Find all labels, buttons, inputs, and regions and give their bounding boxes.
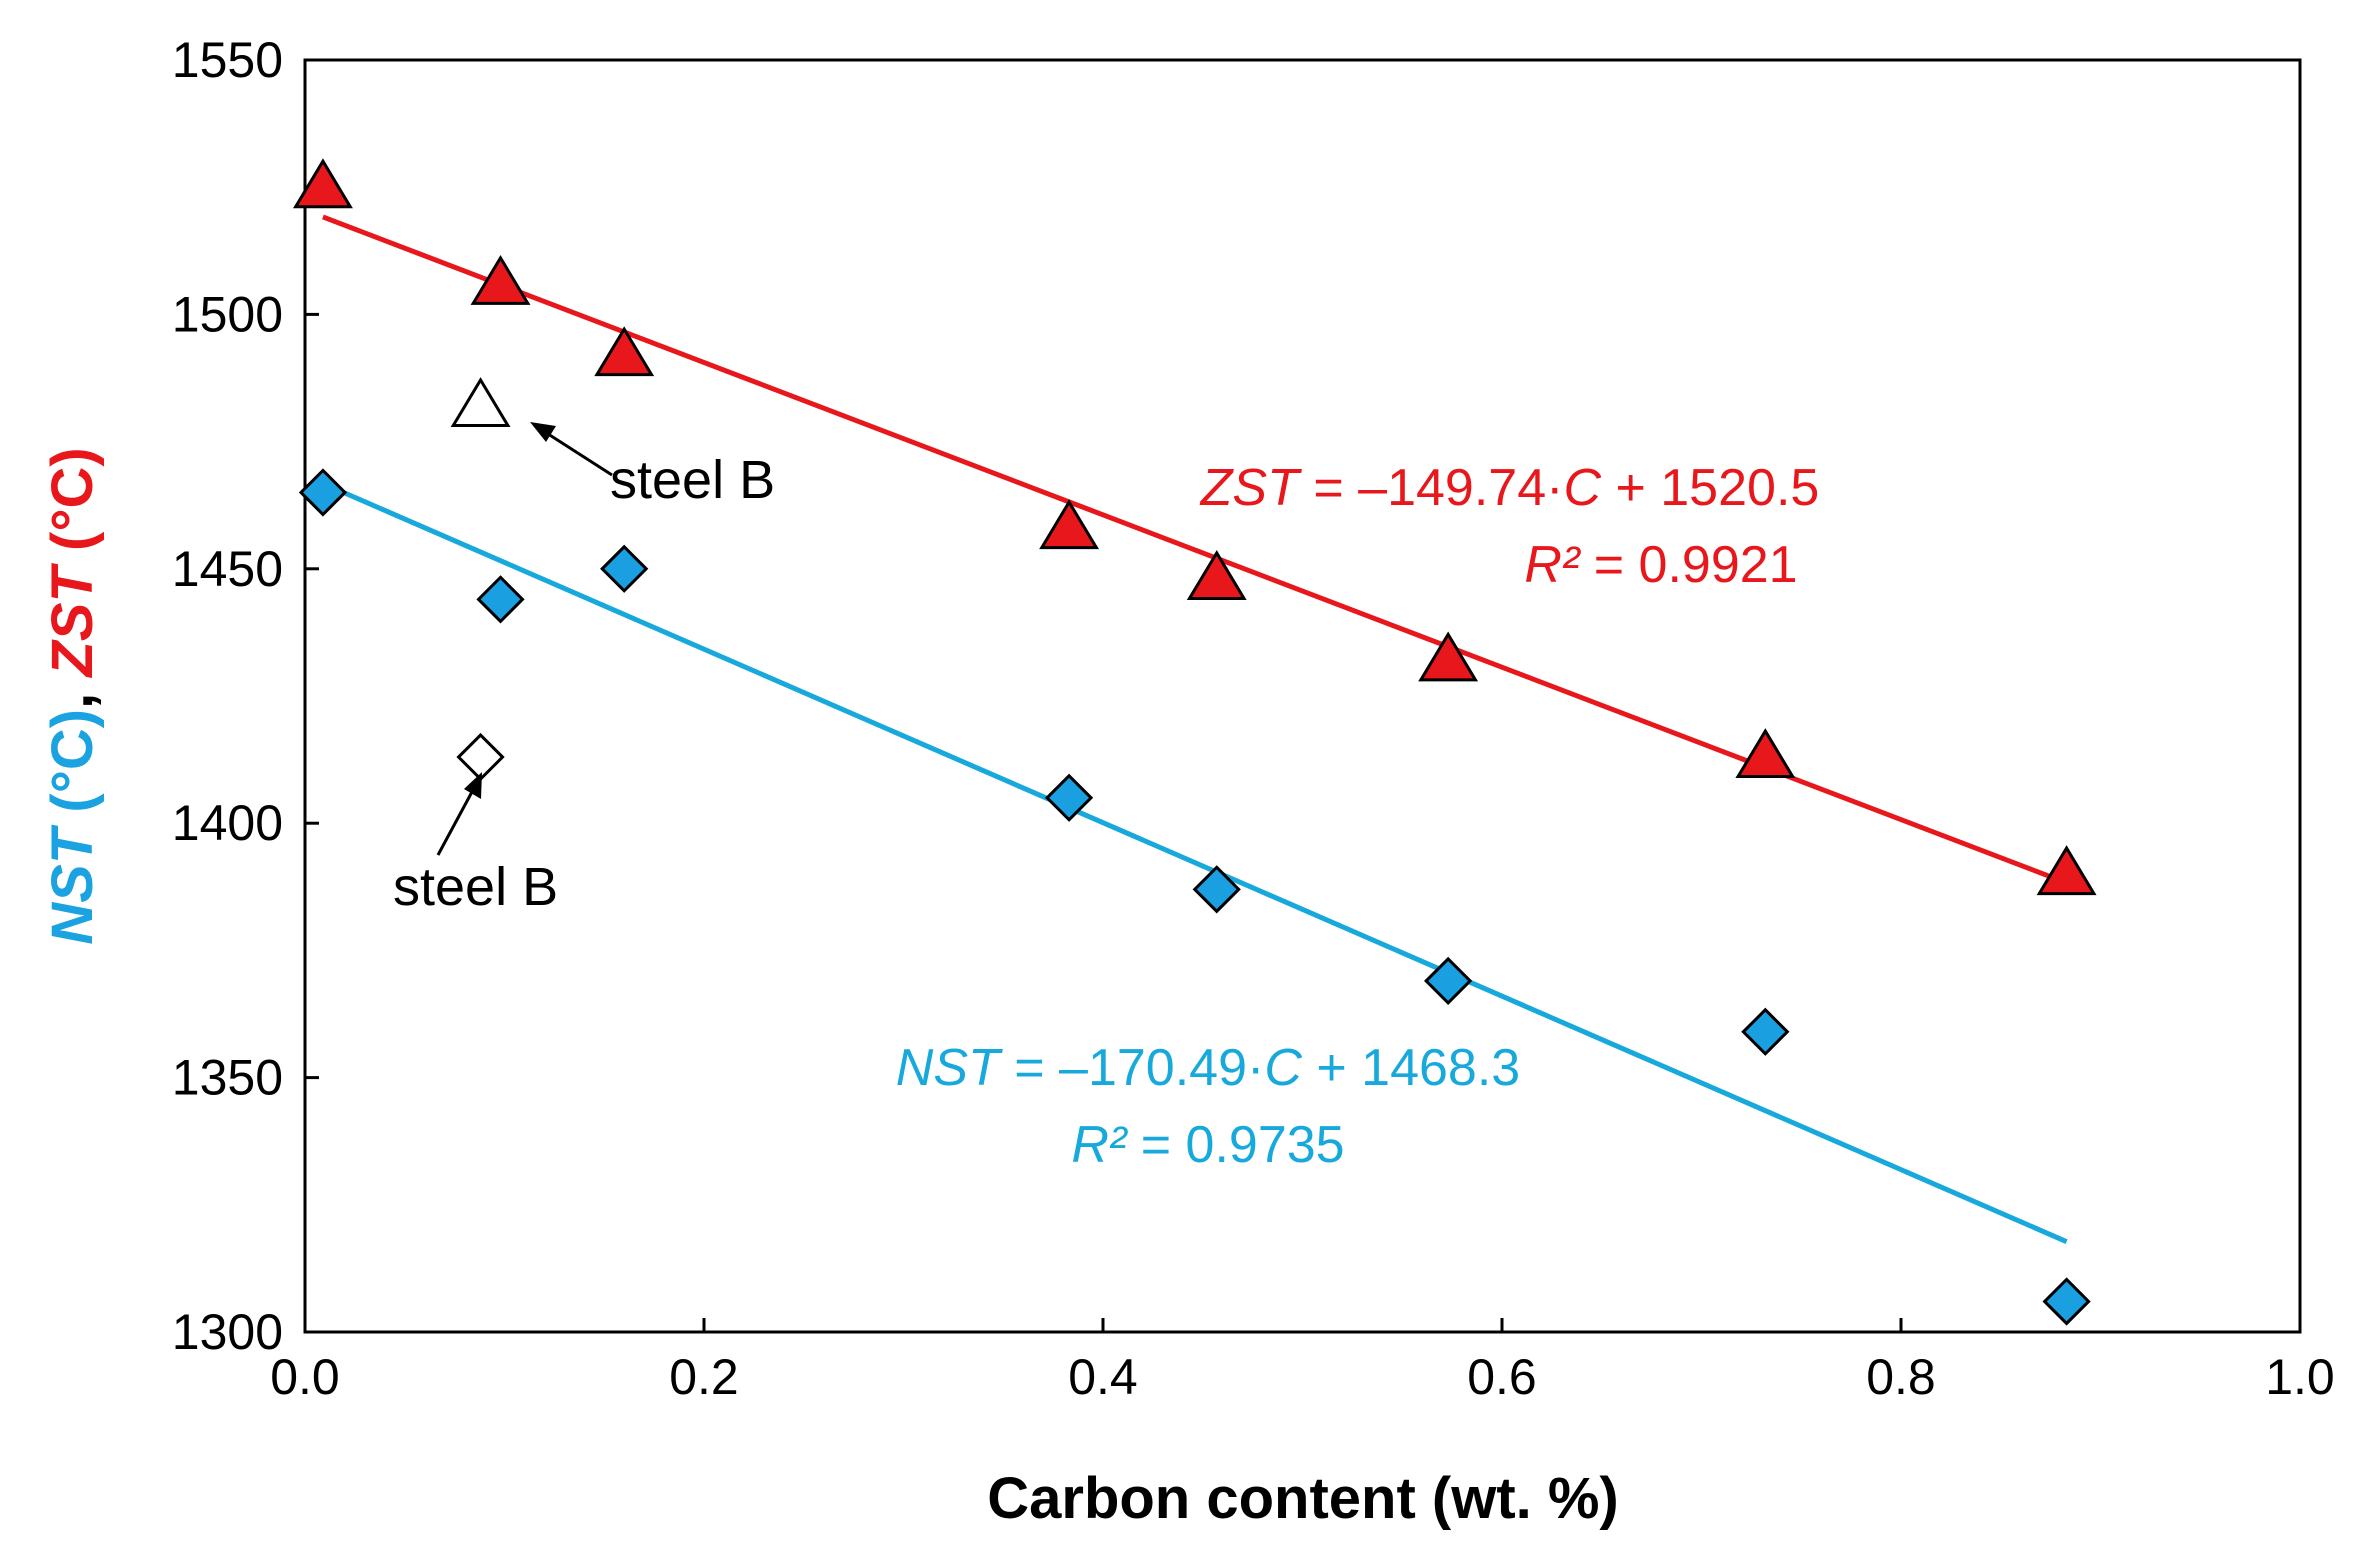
zst-point [1186, 550, 1247, 600]
zst-point [1039, 499, 1100, 550]
zst-r2: R² = 0.9921 [1524, 536, 1797, 594]
x-axis-title: Carbon content (wt. %) [987, 1466, 1619, 1531]
zst-steel-b-point [450, 377, 511, 427]
data-markers [293, 158, 2097, 1326]
x-tick-label: 0.4 [1068, 1349, 1138, 1405]
nst-equation: NST = –170.49·C + 1468.3 [896, 1039, 1520, 1097]
y-tick-label: 1300 [172, 1304, 283, 1360]
zst-steel-b-label: steel B [610, 450, 775, 510]
zst-point [470, 254, 531, 305]
nst-steel-b-arrow [436, 789, 475, 856]
y-tick-label: 1400 [172, 795, 283, 851]
x-tick-label: 0.2 [669, 1349, 739, 1405]
nst-point [1741, 1007, 1790, 1056]
y-tick-label: 1500 [172, 286, 283, 342]
nst-point [1192, 865, 1241, 914]
nst-point [2042, 1277, 2091, 1326]
plot-area [303, 58, 2302, 1334]
nst-steel-b-label: steel B [393, 857, 558, 917]
nst-steel-b-arrowhead [464, 772, 482, 799]
zst-point [2036, 845, 2097, 896]
nst-trendline [321, 481, 2068, 1244]
zst-point [1735, 728, 1796, 779]
y-axis-title: NST (°C), ZST (°C) [40, 447, 105, 944]
x-axis-ticks: 0.0 0.2 0.4 0.6 0.8 1.0 [270, 1318, 2335, 1405]
zst-equation: ZST = –149.74·C + 1520.5 [1199, 459, 1820, 517]
x-tick-label: 1.0 [2265, 1349, 2335, 1405]
nst-point [600, 544, 649, 593]
x-tick-label: 0.0 [270, 1349, 340, 1405]
y-tick-label: 1450 [172, 541, 283, 597]
zst-steel-b-arrowhead [530, 422, 556, 442]
x-tick-label: 0.6 [1467, 1349, 1537, 1405]
zst-point [293, 158, 353, 209]
zst-point [594, 326, 655, 377]
zst-steel-b-arrow [544, 430, 613, 477]
nst-point [298, 468, 348, 517]
zst-point [1418, 631, 1479, 682]
x-tick-label: 0.8 [1866, 1349, 1936, 1405]
y-tick-label: 1550 [172, 32, 283, 88]
nst-r2: R² = 0.9735 [1071, 1116, 1344, 1174]
nst-point [1044, 773, 1094, 822]
nst-point [1424, 956, 1473, 1006]
annotation-arrows [436, 422, 613, 856]
y-tick-label: 1350 [172, 1050, 283, 1106]
nst-point [476, 575, 525, 624]
y-axis-ticks: 1300 1350 1400 1450 1500 1550 [172, 32, 319, 1360]
